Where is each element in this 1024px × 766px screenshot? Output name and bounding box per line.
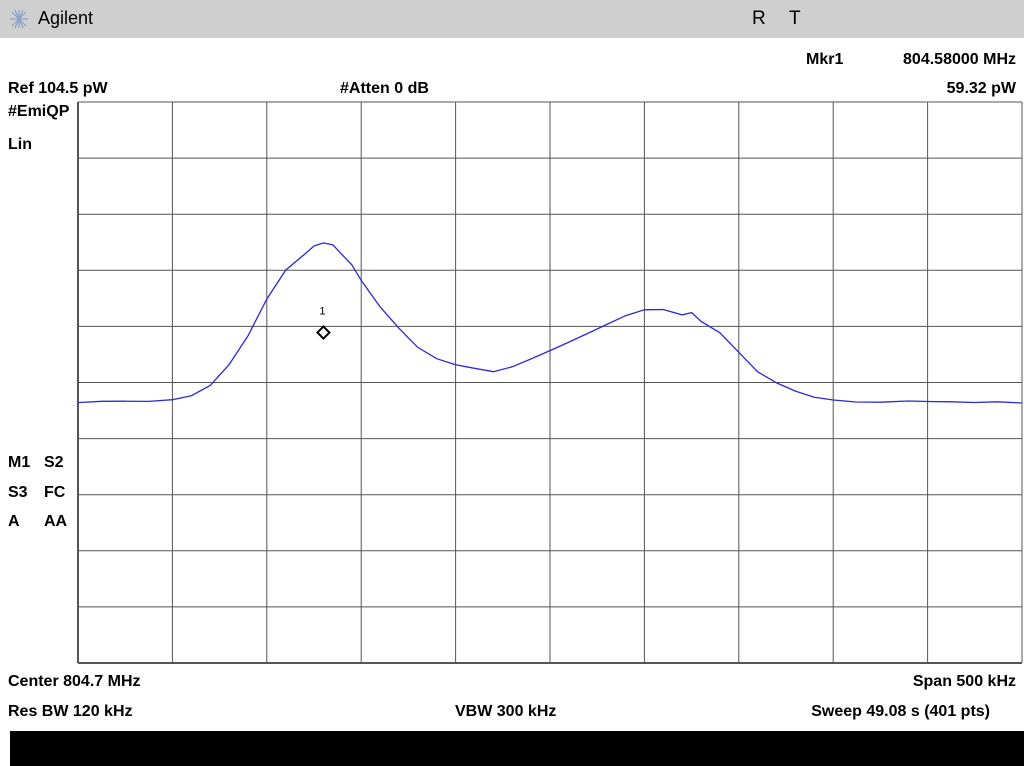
annot-s2: S2	[44, 454, 64, 471]
marker-frequency: 804.58000 MHz	[903, 51, 1016, 68]
annot-m1: M1	[8, 454, 31, 471]
title-bar: Agilent R T	[0, 0, 1024, 38]
status-remote: R	[752, 8, 766, 29]
softkey-bar	[10, 731, 1024, 766]
ref-level: Ref 104.5 pW	[8, 80, 108, 97]
marker-amplitude: 59.32 pW	[946, 80, 1016, 97]
brand-name: Agilent	[38, 8, 94, 28]
annot-s3: S3	[8, 484, 28, 501]
status-trigger: T	[789, 8, 801, 29]
marker-label: Mkr1	[806, 51, 844, 68]
video-bandwidth: VBW 300 kHz	[455, 703, 557, 720]
annot-a: A	[8, 513, 20, 530]
annot-fc: FC	[44, 484, 66, 501]
detector-mode: #EmiQP	[8, 103, 70, 120]
trace-line	[77, 242, 1023, 404]
sweep-time: Sweep 49.08 s (401 pts)	[811, 703, 990, 720]
annot-aa: AA	[44, 513, 68, 530]
span: Span 500 kHz	[912, 673, 1016, 690]
resolution-bandwidth: Res BW 120 kHz	[8, 703, 133, 720]
center-frequency: Center 804.7 MHz	[8, 673, 141, 690]
marker-diamond-icon	[316, 325, 331, 340]
marker-1: 1	[316, 306, 331, 340]
agilent-spark-icon	[10, 9, 28, 29]
graticule	[77, 101, 1023, 664]
marker-number: 1	[319, 306, 325, 318]
attenuation: #Atten 0 dB	[340, 80, 429, 97]
scale-type: Lin	[8, 136, 32, 153]
